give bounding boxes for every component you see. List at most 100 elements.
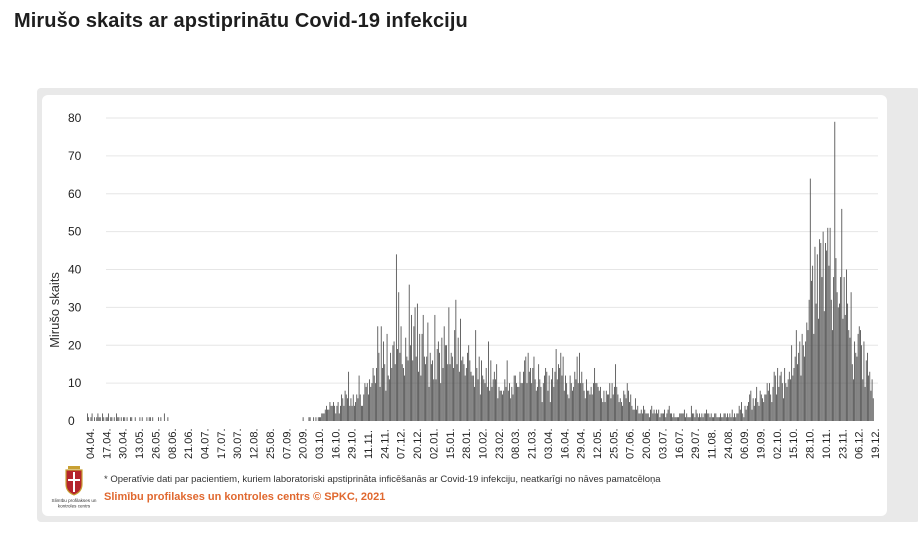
bar bbox=[562, 356, 564, 421]
bar bbox=[514, 375, 516, 421]
bar bbox=[714, 413, 716, 421]
x-tick-label: 04.07. bbox=[200, 428, 212, 459]
bar bbox=[785, 383, 787, 422]
bar bbox=[871, 379, 873, 421]
bar bbox=[401, 364, 403, 421]
x-tick-label: 17.04. bbox=[101, 428, 113, 459]
bar bbox=[412, 360, 414, 421]
bar bbox=[315, 417, 317, 421]
bar bbox=[523, 371, 524, 421]
bar bbox=[650, 409, 651, 421]
bar bbox=[149, 417, 151, 421]
bar bbox=[355, 402, 357, 421]
bar bbox=[404, 375, 405, 421]
bar bbox=[624, 394, 626, 421]
bar bbox=[344, 390, 346, 421]
bar bbox=[552, 367, 554, 421]
bar bbox=[456, 364, 458, 421]
bar bbox=[326, 405, 327, 421]
bar bbox=[363, 394, 365, 421]
bar bbox=[853, 379, 854, 421]
bar bbox=[744, 405, 746, 421]
bar bbox=[639, 413, 641, 421]
x-tick-label: 24.08. bbox=[723, 428, 735, 459]
x-tick-label: 16.07. bbox=[674, 428, 686, 459]
bar bbox=[662, 413, 664, 421]
x-tick-label: 20.09. bbox=[298, 428, 310, 459]
bar bbox=[808, 299, 810, 421]
bar bbox=[367, 394, 369, 421]
bar bbox=[580, 383, 582, 422]
bar bbox=[378, 352, 380, 421]
x-tick-label: 11.08. bbox=[707, 429, 719, 459]
bar bbox=[795, 330, 797, 421]
bar bbox=[563, 390, 565, 421]
bar bbox=[422, 314, 424, 421]
bar bbox=[598, 390, 600, 421]
bar bbox=[827, 227, 829, 421]
bar bbox=[678, 417, 679, 421]
x-tick-label: 30.07. bbox=[232, 428, 244, 459]
bar bbox=[98, 417, 100, 421]
bar bbox=[723, 413, 725, 421]
bar bbox=[716, 417, 718, 421]
bar bbox=[725, 417, 727, 421]
bar bbox=[482, 375, 484, 421]
bar bbox=[458, 371, 460, 421]
bar bbox=[455, 299, 457, 421]
bar bbox=[308, 417, 310, 421]
bar bbox=[687, 417, 689, 421]
bar bbox=[360, 405, 362, 421]
x-tick-label: 29.10. bbox=[347, 428, 359, 459]
bar bbox=[420, 375, 422, 421]
bar bbox=[391, 367, 393, 421]
x-tick-label: 03.04. bbox=[543, 428, 555, 459]
bar bbox=[331, 405, 333, 421]
x-tick-label: 25.08. bbox=[265, 428, 277, 459]
bar bbox=[321, 413, 323, 421]
bar bbox=[688, 417, 690, 421]
bar bbox=[842, 318, 844, 421]
bar bbox=[837, 307, 839, 422]
bar bbox=[442, 367, 444, 421]
bar bbox=[141, 417, 143, 421]
bar bbox=[826, 250, 828, 421]
bar bbox=[545, 367, 547, 421]
bar bbox=[541, 402, 543, 421]
bar bbox=[574, 371, 576, 421]
bar bbox=[123, 417, 124, 421]
bar bbox=[802, 345, 804, 421]
bar bbox=[113, 417, 115, 421]
coat-of-arms-icon: Slimību profilakses un kontroles centrs bbox=[52, 466, 97, 509]
bar bbox=[365, 386, 367, 421]
bar bbox=[858, 326, 860, 421]
bar bbox=[697, 417, 699, 421]
bar bbox=[786, 386, 788, 421]
bar bbox=[813, 333, 815, 421]
bar bbox=[668, 405, 670, 421]
bar bbox=[470, 371, 472, 421]
bar bbox=[384, 364, 386, 421]
bar bbox=[573, 386, 575, 421]
bar bbox=[867, 352, 868, 421]
bar bbox=[117, 417, 119, 421]
bar bbox=[665, 417, 667, 421]
bar bbox=[479, 394, 481, 421]
bar bbox=[90, 417, 92, 421]
bar bbox=[139, 417, 141, 421]
x-tick-label: 29.04. bbox=[576, 428, 588, 459]
x-tick-label: 16.10. bbox=[330, 428, 342, 459]
bar bbox=[409, 345, 411, 421]
x-tick-label: 20.06. bbox=[641, 428, 653, 459]
bar bbox=[577, 383, 579, 422]
bar bbox=[160, 417, 162, 421]
bar bbox=[478, 356, 480, 421]
bar bbox=[460, 318, 461, 421]
bar bbox=[163, 413, 165, 421]
bar bbox=[407, 360, 409, 421]
x-tick-label: 17.07. bbox=[216, 428, 228, 459]
bar bbox=[833, 277, 835, 421]
bar bbox=[506, 360, 508, 421]
bar bbox=[836, 292, 838, 421]
bar bbox=[664, 409, 665, 421]
